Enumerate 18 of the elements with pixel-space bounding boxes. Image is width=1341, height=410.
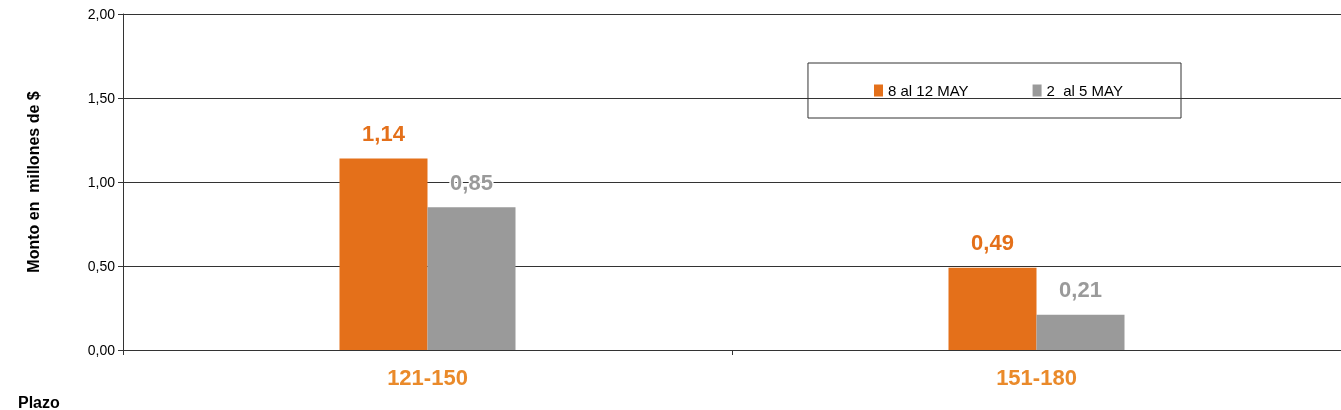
bar <box>427 207 516 350</box>
bar <box>339 158 428 350</box>
y-tick-label: 0,50 <box>87 258 116 274</box>
y-tick-label: 1,00 <box>87 174 116 190</box>
data-label: 1,14 <box>362 120 406 146</box>
bar <box>1036 314 1125 350</box>
y-tick-label: 0,00 <box>87 342 116 358</box>
bar <box>948 267 1037 350</box>
y-axis-title: Monto en millones de $ <box>24 91 42 273</box>
x-tick-label: 121-150 <box>387 364 468 390</box>
legend-label: 8 al 12 MAY <box>887 82 969 99</box>
y-tick-label: 2,00 <box>87 6 116 22</box>
data-label: 0,49 <box>971 230 1014 256</box>
legend-label: 2 al 5 MAY <box>1046 82 1123 99</box>
y-tick-label: 1,50 <box>87 90 116 106</box>
x-tick-label: 151-180 <box>996 364 1077 390</box>
data-label: 0,21 <box>1059 277 1102 303</box>
x-axis-title: Plazo <box>18 393 61 410</box>
